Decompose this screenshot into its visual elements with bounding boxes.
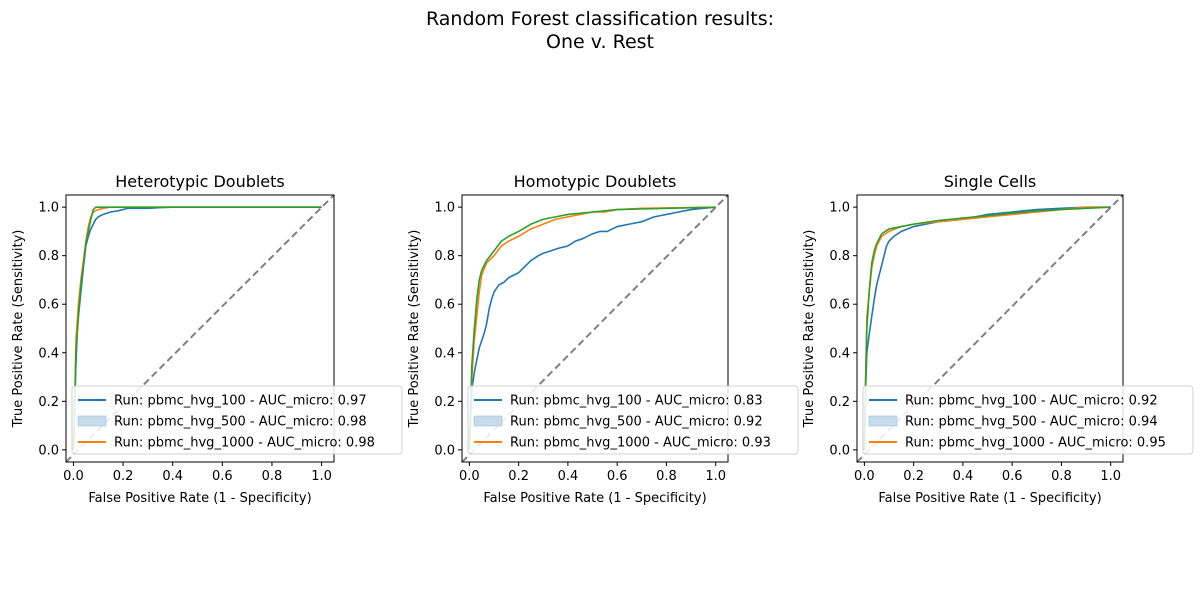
legend-patch-marker [473, 415, 503, 427]
legend-entry: Run: pbmc_hvg_500 - AUC_micro: 0.98 [114, 415, 367, 430]
y-tick-label: 0.4 [434, 346, 455, 361]
legend: Run: pbmc_hvg_100 - AUC_micro: 0.97 Run: … [71, 385, 403, 455]
legend-box [862, 385, 1194, 455]
legend-box [467, 385, 799, 455]
x-axis-label: False Positive Rate (1 - Specificity) [88, 491, 311, 506]
y-tick-label: 0.2 [38, 395, 59, 410]
axes-frame [65, 194, 335, 463]
y-tick-label: 0.8 [434, 249, 455, 264]
axes-frame [461, 194, 729, 463]
y-tick-label: 0.6 [38, 298, 59, 313]
x-tick-label: 0.0 [63, 469, 84, 484]
x-tick-label: 0.0 [854, 469, 875, 484]
subplot-title: Homotypic Doublets [514, 172, 677, 191]
y-tick-label: 0.8 [829, 249, 850, 264]
y-tick-label: 0.0 [434, 443, 455, 458]
legend-entry: Run: pbmc_hvg_500 - AUC_micro: 0.92 [510, 415, 763, 430]
y-tick-label: 1.0 [829, 201, 850, 216]
x-tick-label: 0.6 [212, 469, 233, 484]
subplot-3: Single Cells 0.0 0.2 0.4 0.6 0.8 1.0 0.0 0.2 0.4 0… [802, 172, 1194, 506]
roc-series-2 [468, 206, 716, 450]
subplot-title: Single Cells [944, 172, 1037, 191]
y-tick-label: 1.0 [38, 201, 59, 216]
x-tick-label: 0.8 [1051, 469, 1072, 484]
y-tick-label: 0.2 [829, 395, 850, 410]
x-tick-label: 0.4 [953, 469, 974, 484]
legend: Run: pbmc_hvg_100 - AUC_micro: 0.83 Run: … [467, 385, 799, 455]
x-axis-label: False Positive Rate (1 - Specificity) [878, 491, 1101, 506]
legend-entry: Run: pbmc_hvg_1000 - AUC_micro: 0.98 [114, 436, 375, 451]
y-tick-label: 0.6 [829, 298, 850, 313]
y-axis-label: True Positive Rate (Sensitivity) [407, 230, 422, 429]
subplot-1: Heterotypic Doublets 0.0 0.2 0.4 0.6 0.8 1.0 0.… [11, 172, 403, 506]
x-tick-label: 0.8 [656, 469, 677, 484]
roc-series-1 [468, 206, 716, 450]
y-tick-label: 0.6 [434, 298, 455, 313]
legend-patch-marker [77, 415, 107, 427]
figure-suptitle: Random Forest classification results: On… [0, 8, 1200, 54]
roc-series-3 [72, 206, 322, 450]
legend-box [71, 385, 403, 455]
x-tick-label: 1.0 [311, 469, 332, 484]
diagonal-reference-line [857, 195, 1123, 462]
x-axis-label: False Positive Rate (1 - Specificity) [483, 491, 706, 506]
y-axis-label: True Positive Rate (Sensitivity) [11, 230, 26, 429]
suptitle-line-2: One v. Rest [546, 31, 654, 53]
axes-frame [856, 194, 1124, 463]
diagonal-reference-line [462, 195, 728, 462]
x-tick-label: 0.4 [162, 469, 183, 484]
legend-entry: Run: pbmc_hvg_1000 - AUC_micro: 0.93 [510, 436, 771, 451]
x-tick-label: 0.4 [558, 469, 579, 484]
x-tick-label: 0.2 [508, 469, 529, 484]
plot-area [857, 195, 1123, 462]
plot-area [462, 195, 728, 462]
y-tick-label: 0.4 [38, 346, 59, 361]
x-tick-label: 0.2 [113, 469, 134, 484]
legend-entry: Run: pbmc_hvg_1000 - AUC_micro: 0.95 [905, 436, 1166, 451]
legend-entry: Run: pbmc_hvg_100 - AUC_micro: 0.97 [114, 394, 367, 409]
y-tick-label: 0.2 [434, 395, 455, 410]
suptitle-line-1: Random Forest classification results: [425, 8, 775, 30]
y-tick-label: 0.0 [829, 443, 850, 458]
legend-entry: Run: pbmc_hvg_500 - AUC_micro: 0.94 [905, 415, 1158, 430]
legend-patch-marker [868, 415, 898, 427]
x-tick-label: 0.2 [903, 469, 924, 484]
y-tick-label: 0.4 [829, 346, 850, 361]
subplot-title: Heterotypic Doublets [115, 172, 285, 191]
legend-entry: Run: pbmc_hvg_100 - AUC_micro: 0.83 [510, 394, 763, 409]
y-axis-label: True Positive Rate (Sensitivity) [802, 230, 817, 429]
x-tick-label: 0.6 [607, 469, 628, 484]
x-tick-label: 0.8 [262, 469, 283, 484]
x-tick-label: 1.0 [1100, 469, 1121, 484]
roc-series-3 [863, 206, 1111, 450]
plot-area [66, 195, 334, 462]
y-tick-label: 1.0 [434, 201, 455, 216]
x-tick-label: 0.0 [459, 469, 480, 484]
y-tick-label: 0.0 [38, 443, 59, 458]
y-tick-label: 0.8 [38, 249, 59, 264]
roc-series-3 [468, 206, 716, 450]
legend: Run: pbmc_hvg_100 - AUC_micro: 0.92 Run: … [862, 385, 1194, 455]
roc-series-1 [863, 206, 1111, 450]
subplot-2: Homotypic Doublets 0.0 0.2 0.4 0.6 0.8 1.0 0.0 0… [407, 172, 799, 506]
x-tick-label: 1.0 [705, 469, 726, 484]
legend-entry: Run: pbmc_hvg_100 - AUC_micro: 0.92 [905, 394, 1158, 409]
x-tick-label: 0.6 [1002, 469, 1023, 484]
diagonal-reference-line [66, 195, 334, 462]
